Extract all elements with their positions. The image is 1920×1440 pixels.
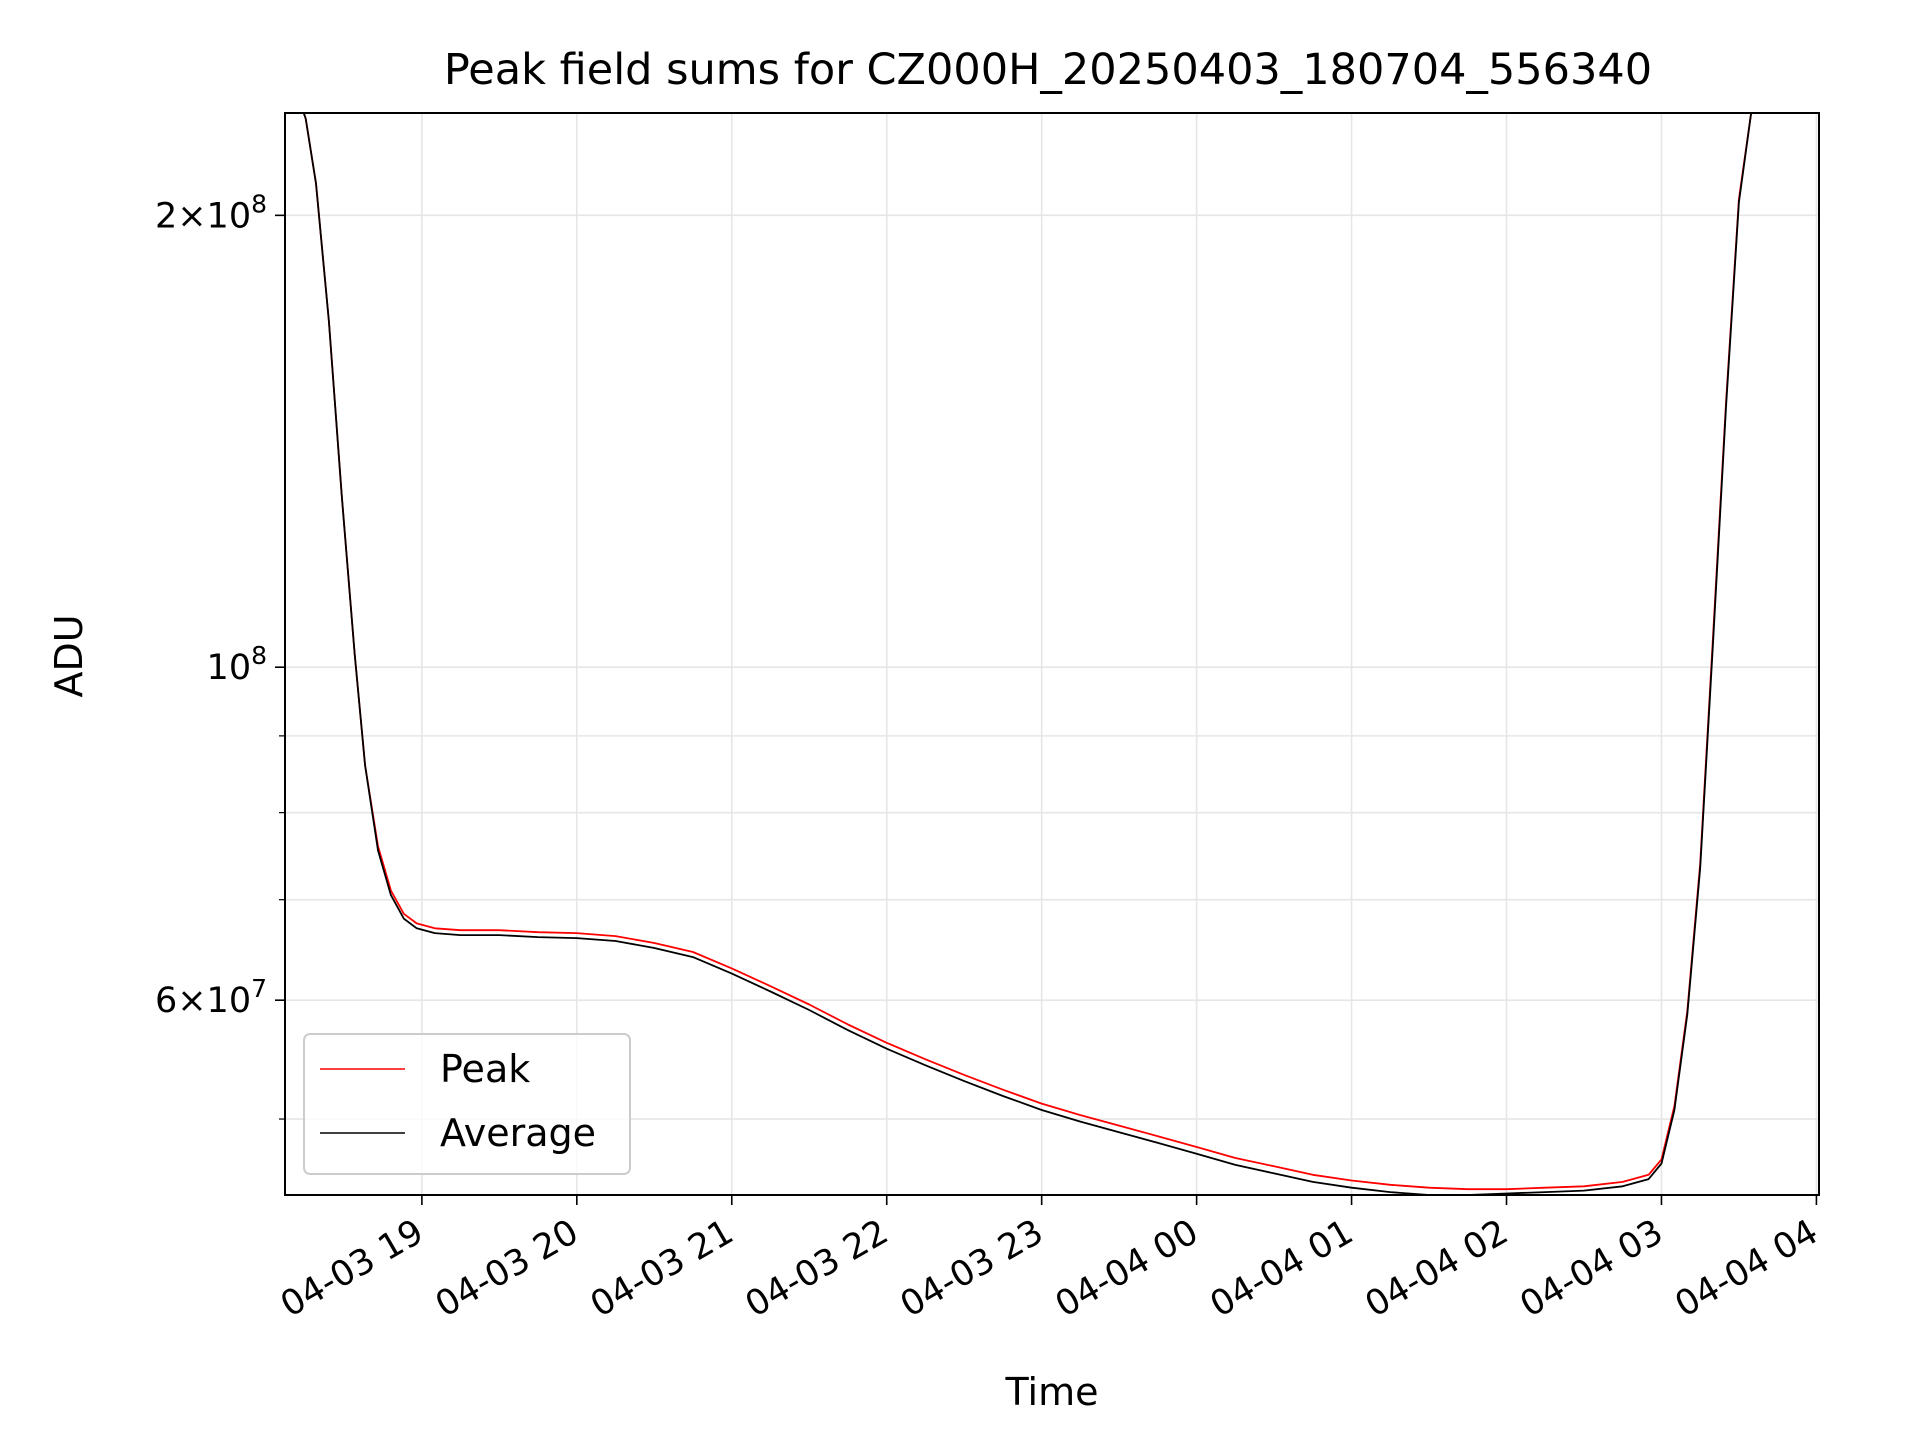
chart-title: Peak field sums for CZ000H_20250403_1807… [444,45,1652,95]
legend-label-peak: Peak [440,1047,530,1091]
y-axis: 6×107 108 2×108 [155,189,285,1120]
x-tick-label: 04-04 01 [1204,1212,1360,1325]
series-layer [302,113,1753,1195]
plot-frame [284,112,1820,1196]
x-tick-label: 04-04 03 [1514,1212,1670,1325]
y-tick-label: 6×107 [155,974,267,1021]
legend-label-average: Average [440,1111,596,1155]
x-tick-label: 04-04 00 [1049,1212,1205,1325]
x-tick-label: 04-03 19 [274,1212,430,1325]
legend: Peak Average [303,1033,631,1175]
y-tick-label: 108 [207,641,267,688]
x-tick-label: 04-03 20 [429,1212,585,1325]
x-axis-label: Time [1005,1370,1099,1414]
x-tick-label: 04-04 04 [1669,1212,1825,1325]
series-line-peak [302,113,1753,1191]
x-tick-label: 04-03 21 [584,1212,740,1325]
x-tick-label: 04-03 22 [739,1212,895,1325]
grid-lines [285,113,1819,1195]
x-tick-label: 04-04 02 [1359,1212,1515,1325]
y-axis-label: ADU [47,614,91,697]
series-line-average [302,113,1753,1195]
y-tick-label: 2×108 [155,189,267,236]
x-tick-label: 04-03 23 [894,1212,1050,1325]
